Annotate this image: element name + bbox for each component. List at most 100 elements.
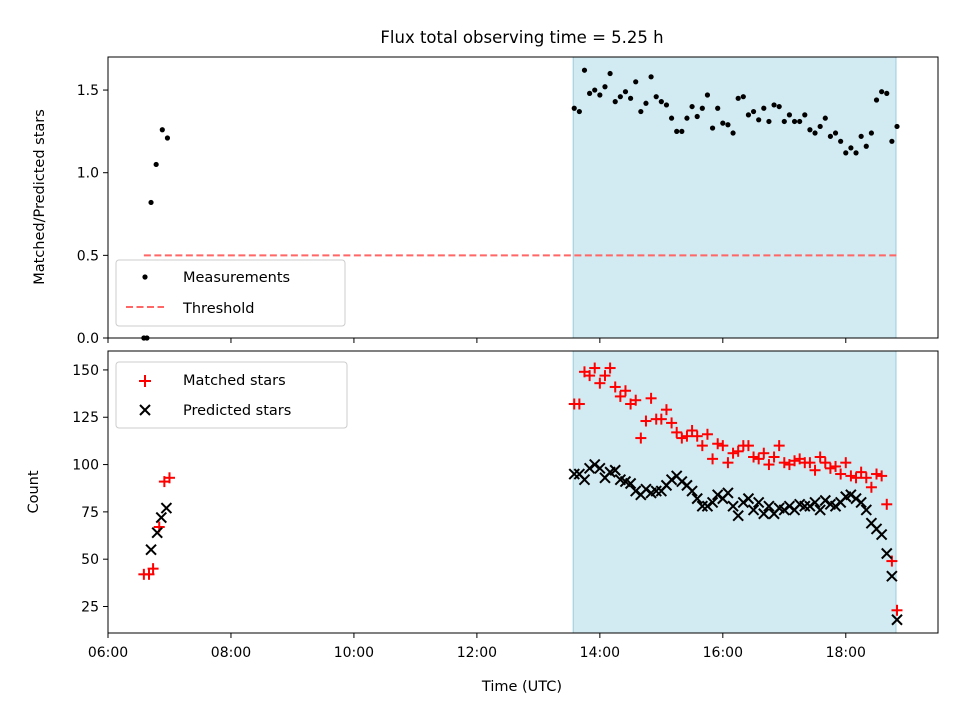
measurement-points [141, 67, 900, 341]
measurement-point [838, 138, 844, 144]
predicted-star-point [151, 526, 163, 539]
legend-x-marker [139, 404, 151, 416]
matched-star-point [850, 472, 862, 484]
measurement-point [715, 105, 721, 111]
matched-star-point [871, 468, 883, 480]
matched-star-point [701, 428, 713, 440]
matched-star-point [758, 447, 770, 459]
measurement-point [868, 130, 874, 136]
legend-label-predicted: Predicted stars [183, 403, 291, 419]
measurement-point [889, 138, 895, 144]
measurement-point [750, 108, 757, 115]
predicted-star-point [145, 544, 157, 556]
matched-star-point [732, 445, 744, 457]
measurement-point [832, 130, 839, 136]
top-legend: Measurements Threshold [115, 259, 346, 327]
measurement-point [812, 130, 818, 136]
y-tick-label: 100 [72, 458, 99, 474]
x-tick-label: 16:00 [703, 645, 743, 661]
matched-star-point [881, 498, 893, 510]
matched-star-point [789, 455, 801, 467]
matched-star-point [712, 438, 724, 450]
bottom-legend-box [115, 361, 348, 429]
matched-star-point [763, 459, 775, 471]
measurement-point [873, 97, 880, 103]
measurement-point [581, 67, 588, 73]
matched-stars-points [138, 362, 903, 616]
predicted-star-point [763, 500, 775, 512]
matched-star-point [686, 424, 698, 436]
y-tick-label: 75 [81, 505, 99, 521]
matched-star-point [604, 362, 616, 374]
measurement-point [648, 74, 654, 80]
measurement-point [643, 100, 649, 106]
x-tick-label: 18:00 [826, 645, 866, 661]
top-legend-box [115, 259, 346, 327]
measurement-point [822, 115, 828, 121]
y-tick-label: 25 [81, 600, 99, 616]
measurement-point [781, 118, 787, 125]
matched-star-point [814, 451, 826, 463]
measurement-point [627, 95, 634, 101]
matched-star-point [681, 430, 693, 442]
matched-star-point [891, 604, 903, 616]
measurement-point [843, 150, 849, 156]
matched-star-point [609, 381, 621, 393]
bottom-axes-frame [107, 350, 939, 634]
matched-star-point [753, 453, 765, 465]
measurement-point [735, 95, 741, 101]
predicted-star-point [742, 492, 755, 505]
y-tick-label: 150 [72, 363, 99, 379]
matched-star-point [691, 430, 703, 442]
y-tick-label: 125 [72, 410, 99, 426]
matched-star-point [645, 392, 657, 404]
y-tick-label: 0.5 [77, 248, 99, 264]
measurement-point [663, 102, 670, 108]
predicted-star-point [747, 504, 760, 516]
predicted-star-point [886, 570, 898, 582]
predicted-star-point [722, 487, 734, 499]
measurement-point [617, 94, 623, 100]
matched-star-point [809, 464, 821, 476]
matched-star-point [855, 466, 867, 478]
matched-star-point [655, 413, 667, 425]
top-shaded-region [572, 56, 897, 339]
measurement-point [884, 90, 890, 96]
matched-star-point [676, 432, 688, 444]
measurement-point [853, 150, 859, 156]
matched-star-point [819, 457, 831, 469]
matched-star-point [619, 385, 631, 397]
measurement-point [863, 143, 869, 149]
matched-star-point [707, 453, 719, 465]
matched-star-point [845, 470, 857, 482]
measurement-point [730, 130, 736, 136]
matched-star-point [727, 447, 739, 459]
matched-star-point [768, 451, 780, 463]
matched-star-point [147, 563, 159, 575]
measurement-point [633, 79, 639, 85]
bottom-legend: Matched stars Predicted stars [115, 361, 348, 429]
matched-star-point [696, 440, 708, 452]
predicted-star-point [594, 462, 606, 475]
measurement-point [612, 99, 618, 105]
bottom-y-axis-label: Count [26, 470, 42, 513]
predicted-star-point [732, 509, 744, 522]
measurement-point [720, 120, 726, 126]
matched-star-point [589, 362, 601, 374]
measurement-point [797, 118, 803, 125]
matched-star-point [876, 470, 888, 482]
matched-star-point [865, 481, 877, 493]
predicted-star-point [855, 496, 867, 509]
measurement-point [576, 108, 582, 115]
matched-star-point [773, 440, 785, 452]
matched-star-point [614, 390, 626, 402]
x-axis-label: Time (UTC) [481, 679, 562, 695]
measurement-point [740, 94, 746, 100]
measurement-point [694, 113, 700, 120]
measurement-point [153, 161, 159, 168]
measurement-point [786, 112, 793, 118]
y-tick-label: 1.0 [77, 166, 99, 182]
matched-star-point [860, 472, 872, 484]
x-tick-label: 06:00 [88, 645, 128, 661]
measurement-point [148, 199, 154, 206]
